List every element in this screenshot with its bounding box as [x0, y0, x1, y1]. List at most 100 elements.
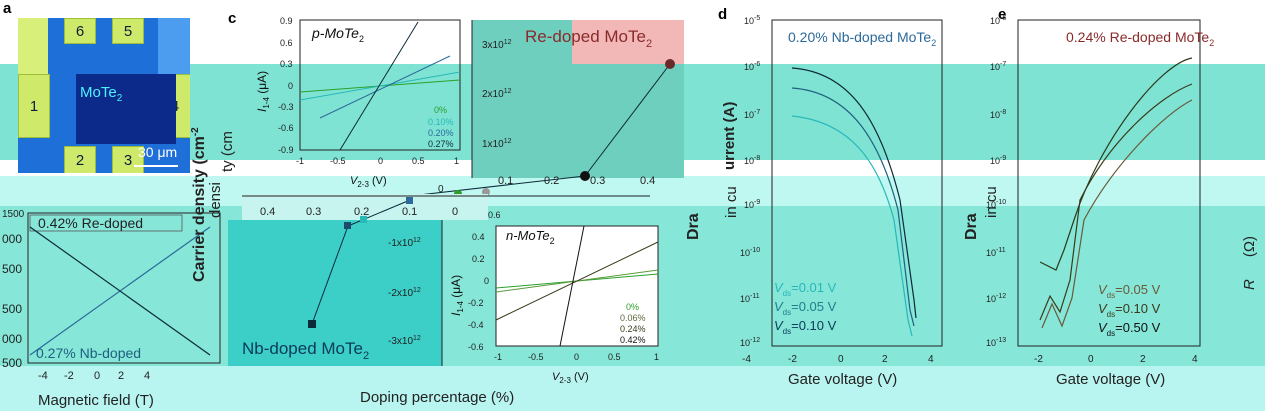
panel-d-x-tick-3: 2 — [882, 354, 888, 365]
electrode-pad-1: 1 — [18, 74, 50, 138]
nb-point-0 — [406, 197, 413, 204]
inset-p-title: p-MoTe2 — [311, 25, 364, 44]
inset-p-y-tick-2: 0.3 — [280, 59, 293, 69]
inset-p-frame — [299, 19, 461, 151]
nb-transfer-plot: 0.20% Nb-doped MoTe2 10-5 10-6 10-7 10-8… — [685, 15, 943, 388]
inset-p-curve-1 — [299, 71, 461, 101]
panel-e-right-label: R(Ω) — [1241, 236, 1258, 290]
inset-p-x-tick-1: -0.5 — [330, 156, 346, 166]
inset-n-x-tick-0: -1 — [494, 352, 502, 362]
panel-d-title: 0.20% Nb-doped MoTe2 — [788, 29, 936, 48]
hall-x-tick-0: -4 — [38, 370, 48, 382]
inset-n-y-tick-5: -0.6 — [468, 342, 484, 352]
panel-d-y-tick-4: 10-9 — [744, 199, 760, 210]
panel-d-xlabel: Gate voltage (V) — [788, 371, 897, 388]
inset-p-legend-1: 0.10% — [428, 117, 454, 127]
panel-d-x-tick-4: 4 — [928, 354, 934, 365]
bottom-x-tick-4: 0 — [452, 206, 458, 218]
panel-d-y-tick-0: 10-5 — [744, 15, 760, 26]
tint-band-bottom — [0, 366, 1265, 411]
carrier-ylabel-fragment-top: ty (cm — [219, 131, 236, 172]
hall-y-tick-2: 500 — [2, 262, 22, 276]
panel-d-x-tick-2: 0 — [838, 354, 844, 365]
re-transfer-plot: 0.24% Re-doped MoTe2 10-6 10-7 10-8 10-9… — [963, 15, 1258, 388]
hall-bottom-label: 0.27% Nb-doped — [36, 345, 141, 361]
scale-bar — [134, 165, 178, 167]
inset-p-legend-0: 0% — [434, 105, 447, 115]
nb-point-1 — [360, 216, 367, 223]
hall-y-tick-5: 000 — [2, 332, 22, 346]
hall-x-tick-2: 0 — [94, 370, 100, 382]
bottom-x-tick-3: 0.1 — [402, 206, 417, 218]
inset-p-ylabel: I1-4 (μA) — [255, 71, 271, 112]
inset-p-mote2: p-MoTe2 0.9 0.6 0.3 0 -0.3 -0.6 -0.9 I1-… — [255, 16, 461, 189]
hall-y-tick-4: 500 — [2, 302, 22, 316]
device-micrograph: 6 5 1 4 2 3 MoTe2 30 μm — [18, 18, 190, 173]
inset-p-legend-2: 0.20% — [428, 128, 454, 138]
inset-p-y-tick-5: -0.6 — [278, 123, 294, 133]
nb-tick-0: -1x1012 — [388, 237, 421, 249]
electrode-top-left-lead — [18, 18, 48, 74]
panel-e-x-tick-0: -2 — [1034, 354, 1043, 365]
bottom-x-tick-0: 0.4 — [260, 206, 275, 218]
nb-gradient-box — [228, 220, 442, 366]
panel-letter-a: a — [3, 0, 12, 17]
carrier-xlabel: Doping percentage (%) — [360, 389, 514, 406]
panel-e-y-tick-0: 10-6 — [990, 15, 1006, 26]
panel-d-y-tick-3: 10-8 — [744, 155, 760, 166]
panel-e-y-tick-7: 10-13 — [986, 337, 1006, 348]
inset-n-y-tick-4: -0.4 — [468, 320, 484, 330]
hall-y-tick-0: 1500 — [2, 209, 25, 220]
inset-n-x-tick-2: 0 — [574, 352, 579, 362]
electrode-pad-6: 6 — [64, 18, 96, 44]
panel-d-x-tick-1: -2 — [788, 354, 797, 365]
panel-e-title: 0.24% Re-doped MoTe2 — [1066, 29, 1214, 48]
panel-d-curve-2 — [791, 115, 913, 337]
hall-plot-frame — [27, 212, 221, 364]
panel-d-y-tick-2: 10-7 — [744, 109, 760, 120]
nb-doped-label: Nb-doped MoTe2 — [242, 339, 369, 362]
top-x-tick-3: 0.3 — [590, 175, 605, 187]
inset-p-y-tick-1: 0.6 — [280, 38, 293, 48]
carrier-density-plot: Re-doped MoTe2 3x1012 2x1012 1x1012 0 0.… — [190, 16, 684, 406]
hall-top-label: 0.42% Re-doped — [38, 215, 143, 231]
hall-x-tick-3: 2 — [118, 370, 124, 382]
electrode-pad-2: 2 — [64, 146, 96, 173]
panel-e-x-tick-1: 0 — [1088, 354, 1094, 365]
inset-n-legend-3: 0.42% — [620, 335, 646, 345]
panel-d-legend-1: Vds=0.05 V — [774, 299, 837, 317]
inset-p-y-tick-0: 0.9 — [280, 16, 293, 26]
hall-nb-line — [29, 226, 211, 356]
nb-tick-1: -2x1012 — [388, 287, 421, 299]
inset-p-curve-3 — [339, 21, 419, 151]
inset-n-curve-3 — [559, 225, 585, 347]
nb-data-line-2 — [311, 225, 349, 325]
material-label: MoTe2 — [80, 84, 123, 104]
panel-e-curve-1 — [1039, 83, 1193, 321]
inset-p-y-tick-3: 0 — [288, 81, 293, 91]
re-tick-0: 3x1012 — [482, 39, 512, 51]
carrier-ylabel: Carrier density (cm-2 — [190, 127, 208, 282]
panel-d-y-tick-5: 10-10 — [740, 247, 760, 258]
panel-e-y-tick-6: 10-12 — [986, 293, 1006, 304]
inset-n-y-tick-0: 0.4 — [472, 232, 485, 242]
inset-n-stray-tick: 0.6 — [488, 210, 501, 220]
panel-e-xlabel: Gate voltage (V) — [1056, 371, 1165, 388]
panel-d-x-tick-0: -4 — [742, 354, 751, 365]
panel-d-y-tick-7: 10-12 — [740, 337, 760, 348]
panel-d-ylabel-mid: in cu — [723, 186, 740, 218]
nb-point-3 — [308, 320, 316, 328]
re-tick-2: 1x1012 — [482, 138, 512, 150]
scale-bar-label: 30 μm — [138, 144, 178, 160]
inset-p-xlabel: V2-3 (V) — [350, 175, 387, 189]
inset-p-y-tick-6: -0.9 — [278, 145, 294, 155]
re-doped-label: Re-doped MoTe2 — [525, 27, 652, 50]
inset-p-legend-3: 0.27% — [428, 139, 454, 149]
nb-point-2 — [344, 222, 351, 229]
electrode-pad-3: 3 — [112, 146, 144, 173]
inset-p-x-tick-0: -1 — [296, 156, 304, 166]
inset-p-curve-2 — [319, 55, 451, 119]
panel-e-legend-2: Vds=0.50 V — [1098, 320, 1161, 338]
inset-n-curve-2 — [495, 241, 659, 321]
inset-n-y-tick-2: 0 — [484, 276, 489, 286]
